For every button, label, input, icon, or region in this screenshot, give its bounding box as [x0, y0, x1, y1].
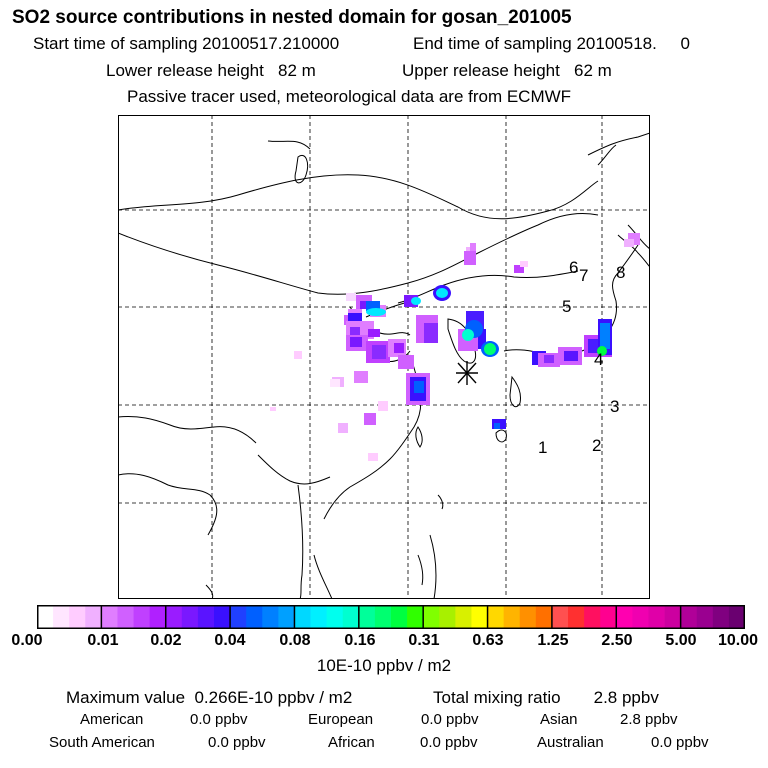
colorbar-swatch [230, 605, 247, 629]
region-label-7: 7 [579, 266, 588, 285]
colorbar-swatch [728, 605, 745, 629]
colorbar-swatch [632, 605, 649, 629]
colorbar-units: 10E-10 ppbv / m2 [316, 656, 452, 675]
colorbar-swatch [584, 605, 601, 629]
region-label-4: 4 [594, 350, 603, 369]
colorbar-tick-7: 0.63 [472, 632, 504, 649]
colorbar-swatch [600, 605, 617, 629]
colorbar-tick-9: 2.50 [601, 632, 633, 649]
colorbar-swatch [37, 605, 54, 629]
colorbar-swatch [696, 605, 714, 629]
colorbar-tick-10: 5.00 [665, 632, 697, 649]
colorbar-swatch [69, 605, 86, 629]
colorbar-tick-1: 0.01 [87, 632, 119, 649]
colorbar-swatch [439, 605, 456, 629]
colorbar-swatch [568, 605, 585, 629]
colorbar-swatch [214, 605, 231, 629]
map-title: SO2 source contributions in nested domai… [12, 7, 572, 28]
start-time-label: Start time of sampling 20100517.210000 [33, 34, 340, 53]
colorbar-swatch [85, 605, 102, 629]
colorbar-swatch [487, 605, 505, 629]
colorbar-swatch [648, 605, 665, 629]
colorbar-swatch [53, 605, 70, 629]
colorbar-tick-8: 1.25 [537, 632, 569, 649]
colorbar-swatch [423, 605, 440, 629]
colorbar-swatch [551, 605, 569, 629]
colorbar-tick-11: 10.00 [717, 632, 759, 649]
australian-label: Australian [537, 734, 604, 751]
south-american-value: 0.0 ppbv [208, 734, 266, 751]
region-label-3: 3 [610, 397, 619, 416]
colorbar-swatch [374, 605, 392, 629]
asian-value: 2.8 ppbv [620, 711, 678, 728]
african-value: 0.0 ppbv [420, 734, 478, 751]
colorbar-swatch [519, 605, 537, 629]
colorbar-swatch [326, 605, 344, 629]
colorbar-swatch [712, 605, 730, 629]
map-panel: 1 2 3 4 5 6 7 8 [118, 115, 650, 599]
colorbar-tick-3: 0.04 [214, 632, 246, 649]
american-label: American [80, 711, 144, 728]
region-label-6: 6 [569, 258, 578, 277]
colorbar-swatch [407, 605, 424, 629]
colorbar-tick-4: 0.08 [279, 632, 311, 649]
colorbar [37, 605, 745, 629]
colorbar-swatch [680, 605, 698, 629]
colorbar-swatch [149, 605, 167, 629]
colorbar-swatch [471, 605, 488, 629]
colorbar-border [37, 605, 745, 629]
colorbar-swatch [455, 605, 472, 629]
region-labels: 1 2 3 4 5 6 7 8 [538, 258, 625, 457]
colorbar-swatch [262, 605, 279, 629]
colorbar-swatch [294, 605, 311, 629]
max-value-label: Maximum value 0.266E-10 ppbv / m2 [66, 688, 353, 707]
total-mixing-label: Total mixing ratio 2.8 ppbv [433, 688, 659, 707]
receptor-marker [456, 361, 478, 385]
region-label-2: 2 [592, 436, 601, 455]
tracer-note: Passive tracer used, meteorological data… [127, 87, 572, 106]
european-label: European [308, 711, 374, 728]
colorbar-swatch [358, 605, 376, 629]
end-time-label: End time of sampling 20100518. 0 [413, 34, 690, 53]
colorbar-tick-6: 0.31 [408, 632, 440, 649]
colorbar-swatch [664, 605, 682, 629]
european-value: 0.0 ppbv [421, 711, 479, 728]
region-label-1: 1 [538, 438, 547, 457]
colorbar-swatch [278, 605, 295, 629]
colorbar-tick-2: 0.02 [150, 632, 182, 649]
colorbar-swatch [197, 605, 215, 629]
african-label: African [328, 734, 375, 751]
region-label-8: 8 [616, 263, 625, 282]
south-american-label: South American [49, 734, 155, 751]
lower-height-label: Lower release height 82 m [106, 61, 316, 80]
colorbar-swatch [246, 605, 263, 629]
colorbar-swatch [133, 605, 151, 629]
upper-height-label: Upper release height 62 m [402, 61, 612, 80]
colorbar-swatch [535, 605, 553, 629]
colorbar-swatch [342, 605, 360, 629]
colorbar-swatch [310, 605, 328, 629]
colorbar-swatch [616, 605, 633, 629]
colorbar-tick-0: 0.00 [11, 632, 43, 649]
colorbar-swatch [101, 605, 118, 629]
asian-label: Asian [540, 711, 578, 728]
colorbar-swatch [391, 605, 408, 629]
colorbar-swatch [117, 605, 134, 629]
colorbar-tick-5: 0.16 [344, 632, 376, 649]
colorbar-swatch [181, 605, 199, 629]
region-label-5: 5 [562, 297, 571, 316]
american-value: 0.0 ppbv [190, 711, 248, 728]
australian-value: 0.0 ppbv [651, 734, 709, 751]
so2-plume-layer [270, 233, 640, 461]
colorbar-swatch [503, 605, 521, 629]
colorbar-swatch [165, 605, 183, 629]
